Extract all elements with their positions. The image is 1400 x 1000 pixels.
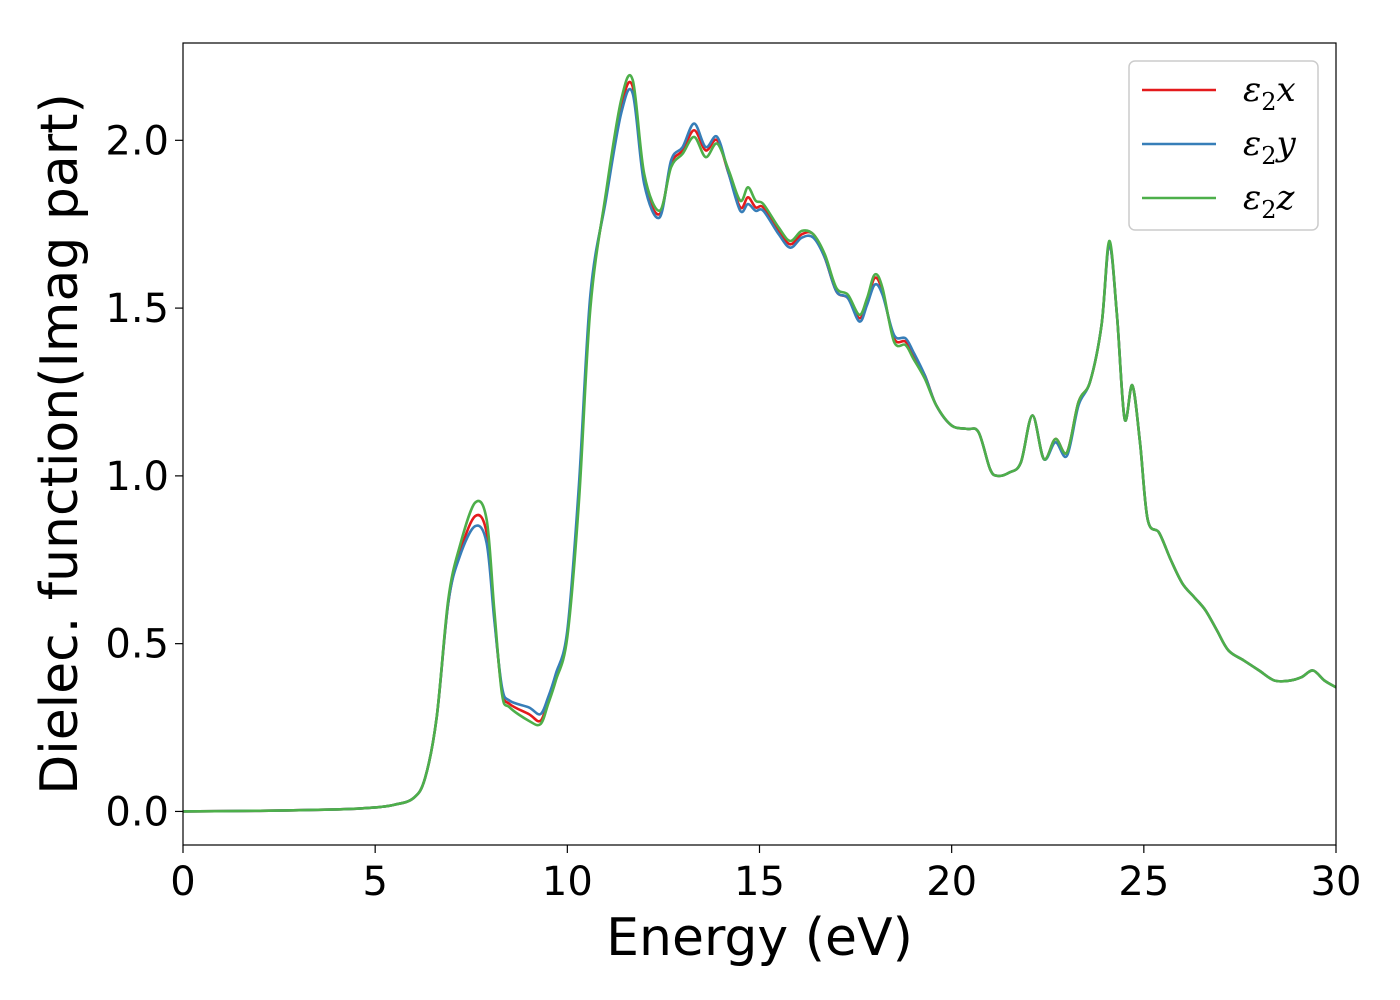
series-layer	[183, 73, 1336, 813]
x-tick-label: 0	[170, 859, 195, 905]
x-tick-label: 30	[1311, 859, 1362, 905]
x-tick-label: 5	[362, 859, 387, 905]
y-tick-label: 0.0	[105, 789, 169, 835]
x-tick-label: 15	[734, 859, 785, 905]
x-axis-title: Energy (eV)	[606, 908, 913, 968]
series-line-z	[183, 73, 1336, 813]
y-tick-label: 1.0	[105, 454, 169, 500]
legend-box	[1128, 60, 1319, 231]
x-tick-label: 20	[926, 859, 977, 905]
legend: ε2x ε2y ε2z	[1128, 60, 1319, 231]
y-tick-label: 1.5	[105, 286, 169, 332]
y-tick-label: 2.0	[105, 118, 169, 164]
legend-label-x: ε2x	[1243, 70, 1296, 116]
y-axis-title: Dielec. function(Imag part)	[30, 93, 90, 795]
x-tick-label: 25	[1118, 859, 1169, 905]
legend-label-y: ε2y	[1243, 124, 1297, 170]
legend-label-z: ε2z	[1243, 178, 1296, 224]
y-tick-label: 0.5	[105, 622, 169, 668]
x-tick-label: 10	[542, 859, 593, 905]
ticks-layer: 0 5 10 15 20 25 30 0.0 0.5 1.0 1.5 2.0	[105, 118, 1361, 905]
